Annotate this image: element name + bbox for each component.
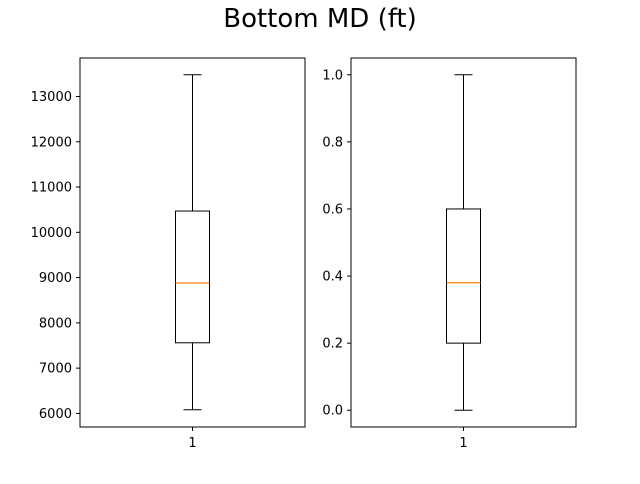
y-tick-label: 9000 (39, 271, 72, 286)
iqr-box (446, 208, 481, 344)
x-tick-label: 1 (188, 436, 196, 451)
y-tick-label: 11000 (31, 181, 72, 196)
figure-title: Bottom MD (ft) (223, 4, 417, 34)
x-tick-label: 1 (459, 436, 467, 451)
y-tick-label: 0.2 (322, 337, 343, 352)
left-subplot: 6000 7000 8000 9000 10000 11000 12000 13000 1 (31, 57, 306, 451)
y-tick-label: 1.0 (322, 68, 343, 83)
y-tick-label: 12000 (31, 135, 72, 150)
y-tick-label: 0.0 (322, 404, 343, 419)
y-tick-label: 7000 (39, 362, 72, 377)
iqr-box (175, 210, 210, 344)
y-tick-label: 0.8 (322, 135, 343, 150)
y-tick-label: 8000 (39, 316, 72, 331)
y-tick-label: 0.4 (322, 270, 343, 285)
right-subplot: 0.0 0.2 0.4 0.6 0.8 1.0 1 (322, 57, 577, 451)
y-tick-label: 13000 (31, 90, 72, 105)
y-tick-label: 10000 (31, 226, 72, 241)
y-tick-label: 6000 (39, 407, 72, 422)
y-tick-label: 0.6 (322, 202, 343, 217)
